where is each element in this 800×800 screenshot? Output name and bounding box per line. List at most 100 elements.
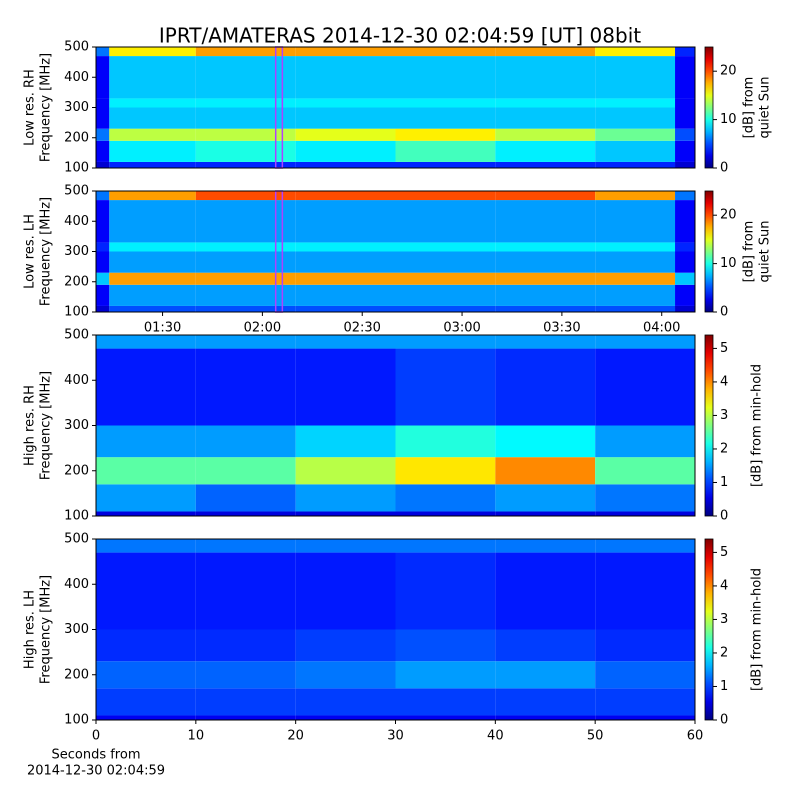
heatmap-cell (495, 348, 596, 426)
heatmap-cell (96, 335, 196, 349)
heatmap-cell (195, 200, 296, 243)
heatmap-cell (109, 251, 196, 273)
y-tick-label: 300 (64, 622, 89, 637)
heatmap-cell (96, 688, 196, 716)
x-tick-label: 02:00 (244, 321, 281, 336)
heatmap-cell (109, 47, 196, 57)
heatmap-cell (595, 272, 676, 285)
heatmap-cell (109, 191, 196, 201)
heatmap-cell (395, 457, 496, 485)
figure-title: IPRT/AMATERAS 2014-12-30 02:04:59 [UT] 0… (159, 24, 641, 48)
colorbar-tick-label: 0 (720, 713, 728, 728)
heatmap-cell (595, 425, 695, 458)
colorbar-tick-label: 1 (720, 679, 728, 694)
heatmap-cell (495, 305, 596, 312)
heatmap-cell (295, 305, 396, 312)
y-tick-label: 300 (64, 418, 89, 433)
heatmap-cell (395, 98, 496, 108)
heatmap-cell (96, 128, 110, 141)
heatmap-cell (495, 128, 596, 141)
heatmap-cell (195, 284, 296, 306)
heatmap-cell (195, 715, 296, 720)
heatmap-cell (395, 284, 496, 306)
heatmap-cell (395, 305, 496, 312)
heatmap-cell (295, 457, 396, 485)
heatmap-cell (195, 484, 296, 512)
heatmap-cell (96, 661, 196, 689)
heatmap-cell (195, 457, 296, 485)
heatmap-cell (495, 629, 596, 662)
heatmap-cell (595, 191, 676, 201)
x-tick-label: 02:30 (343, 321, 380, 336)
y-tick-label: 400 (64, 70, 89, 85)
heatmap-cell (195, 191, 296, 201)
heatmap-cell (495, 335, 596, 349)
heatmap-cell (595, 251, 676, 273)
heatmap-cell (195, 98, 296, 108)
x-axis-label: 2014-12-30 02:04:59 (27, 764, 165, 779)
y-tick-label: 500 (64, 184, 89, 199)
heatmap-cell (295, 272, 396, 285)
heatmap-cell (495, 539, 596, 553)
heatmap-cell (96, 191, 110, 201)
y-tick-label: 100 (64, 509, 89, 524)
heatmap-cell (395, 348, 496, 426)
colorbar-tick-label: 20 (720, 64, 737, 79)
heatmap-cell (595, 161, 676, 168)
heatmap-cell (395, 335, 496, 349)
heatmap-cell (96, 305, 110, 312)
heatmap-cell (595, 511, 695, 516)
heatmap-cell (495, 140, 596, 162)
heatmap-cell (96, 457, 196, 485)
heatmap-cell (395, 272, 496, 285)
heatmap-cell (109, 107, 196, 129)
y-tick-label: 100 (64, 713, 89, 728)
heatmap-cell (195, 251, 296, 273)
heatmap-cell (595, 98, 676, 108)
heatmap-cell (495, 161, 596, 168)
heatmap-cell (675, 107, 695, 129)
heatmap-cell (295, 539, 396, 553)
colorbar-label: [dB] from (742, 221, 757, 283)
heatmap-cell (595, 335, 695, 349)
heatmap-cell (675, 128, 695, 141)
heatmap-cell (675, 56, 695, 99)
heatmap-cell (495, 47, 596, 57)
heatmap-cell (395, 200, 496, 243)
heatmap-cell (295, 200, 396, 243)
heatmap-cell (595, 284, 676, 306)
colorbar-tick-label: 10 (720, 112, 737, 127)
heatmap-cell (295, 335, 396, 349)
heatmap-cell (495, 457, 596, 485)
heatmap-cell (109, 284, 196, 306)
heatmap-cell (675, 161, 695, 168)
heatmap-cell (395, 242, 496, 252)
heatmap-cell (96, 140, 110, 162)
heatmap-cell (295, 191, 396, 201)
x-tick-label: 04:00 (643, 321, 680, 336)
y-tick-label: 500 (64, 328, 89, 343)
heatmap-cell (295, 715, 396, 720)
heatmap-cell (495, 688, 596, 716)
x-axis-label: Seconds from (51, 748, 140, 763)
heatmap-cell (96, 56, 110, 99)
heatmap-cell (96, 200, 110, 243)
heatmap-cell (675, 272, 695, 285)
heatmap-cell (675, 47, 695, 57)
heatmap-cell (395, 552, 496, 630)
colorbar (704, 190, 714, 313)
colorbar (704, 46, 714, 169)
heatmap-cell (395, 47, 496, 57)
colorbar-tick-label: 3 (720, 612, 728, 627)
y-tick-label: 400 (64, 214, 89, 229)
heatmap-cell (395, 688, 496, 716)
y-tick-label: 400 (64, 373, 89, 388)
colorbar-tick-label: 4 (720, 374, 728, 389)
heatmap-cell (109, 56, 196, 99)
colorbar-tick-label: 0 (720, 161, 728, 176)
heatmap-cell (96, 715, 196, 720)
heatmap-cell (96, 161, 110, 168)
y-tick-label: 300 (64, 244, 89, 259)
heatmap-cell (595, 539, 695, 553)
heatmap-cell (195, 272, 296, 285)
